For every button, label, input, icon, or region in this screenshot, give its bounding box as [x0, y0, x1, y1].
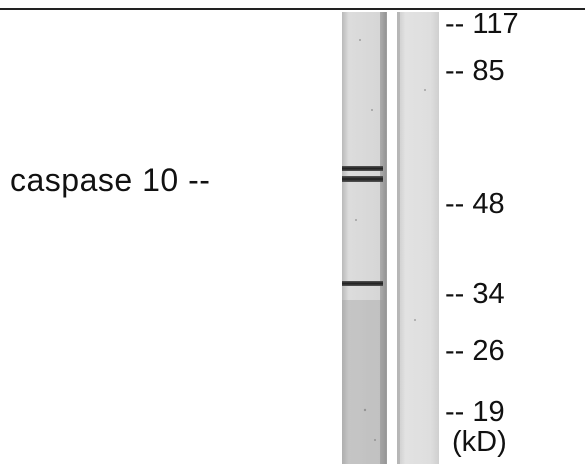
lane-speckles	[355, 39, 426, 441]
band-34kd	[342, 281, 383, 286]
lane-1-lower-shading	[342, 300, 387, 464]
lane-2-edge-left	[397, 12, 400, 464]
unit-label-kd: (kD)	[452, 426, 507, 458]
band-label-caspase-10: caspase 10 --	[10, 162, 211, 198]
marker-117: -- 117	[445, 8, 519, 40]
marker-48: -- 48	[445, 188, 505, 220]
marker-26: -- 26	[445, 335, 505, 367]
band-caspase-10-upper	[342, 166, 383, 171]
marker-85: -- 85	[445, 55, 505, 87]
lane-1	[342, 12, 387, 464]
band-caspase-10-lower	[342, 176, 383, 182]
marker-34: -- 34	[445, 278, 505, 310]
lane-2	[397, 12, 439, 464]
marker-19: -- 19	[445, 396, 505, 428]
top-border-line	[0, 8, 585, 10]
lane-1-edge	[380, 12, 386, 464]
